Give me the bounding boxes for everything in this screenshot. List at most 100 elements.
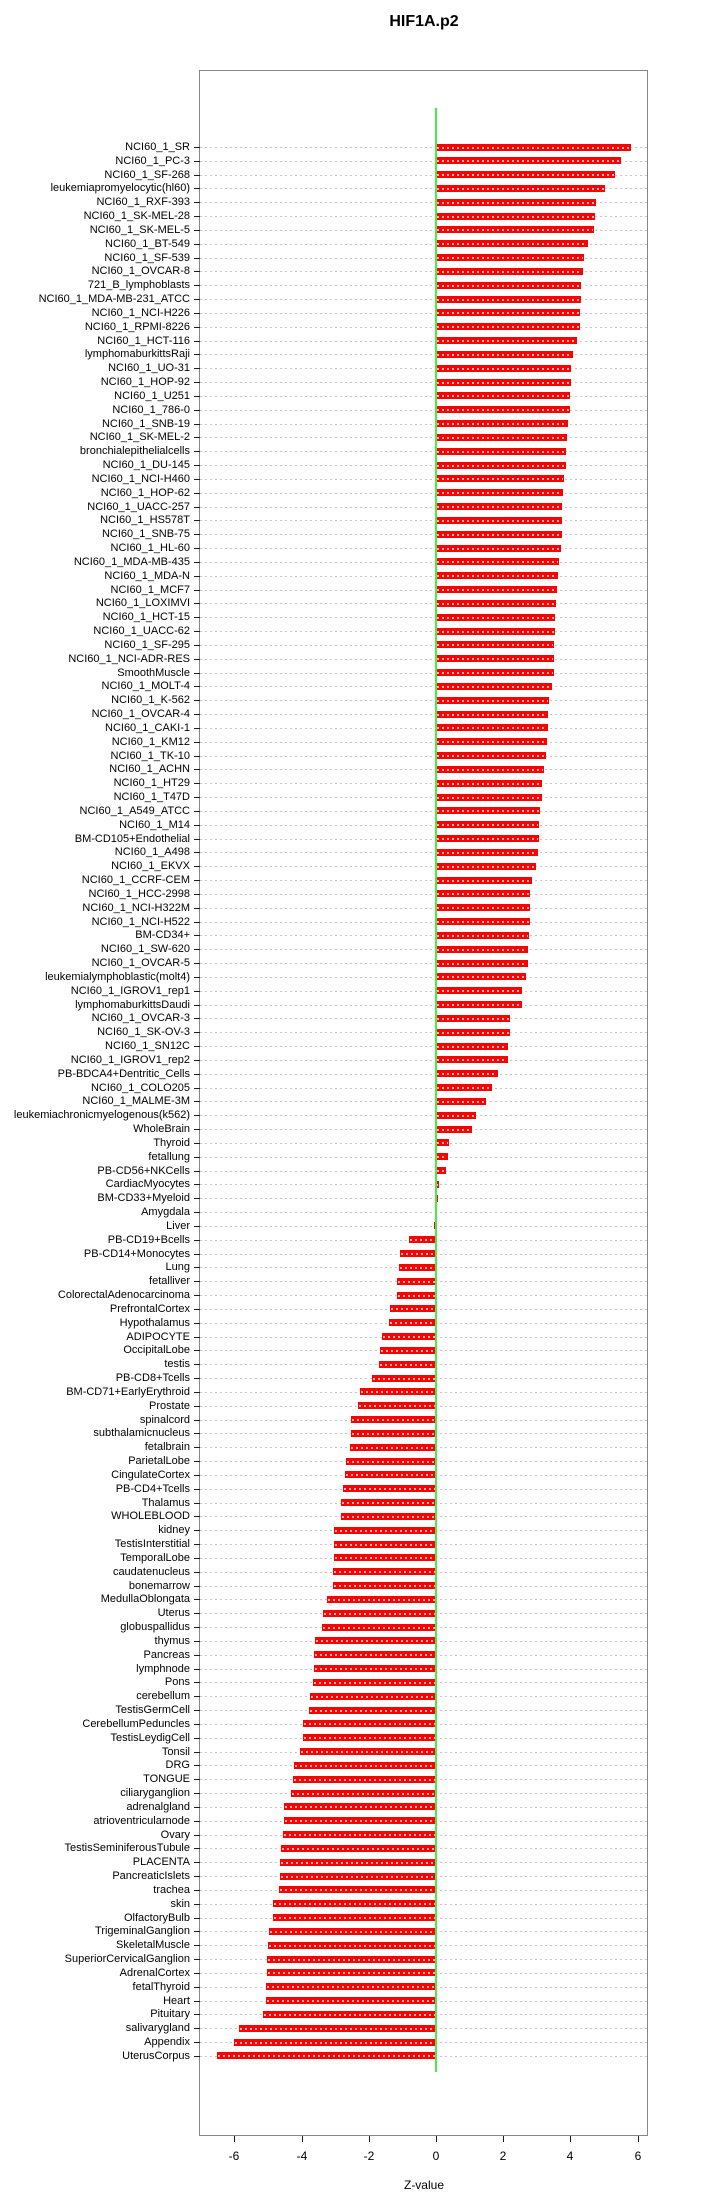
bar xyxy=(436,1029,510,1036)
bar-dash-pattern xyxy=(391,1307,435,1310)
bar xyxy=(436,849,538,856)
y-axis-tick xyxy=(194,1503,200,1504)
y-axis-tick xyxy=(194,977,200,978)
y-axis-label: leukemiachronicmyelogenous(k562) xyxy=(13,1109,190,1121)
gridline xyxy=(200,354,648,355)
bar-dash-pattern xyxy=(437,1017,509,1020)
y-axis-tick xyxy=(194,1005,200,1006)
x-axis-tick xyxy=(302,2136,303,2142)
y-axis-label: NCI60_1_K-562 xyxy=(111,694,190,706)
y-axis-label: OlfactoryBulb xyxy=(123,1912,190,1924)
bar xyxy=(436,462,566,469)
gridline xyxy=(200,811,648,812)
bar xyxy=(436,406,570,413)
y-axis-tick xyxy=(194,327,200,328)
y-axis-label: PB-CD4+Tcells xyxy=(115,1483,190,1495)
y-axis-tick xyxy=(194,258,200,259)
bar-dash-pattern xyxy=(323,1626,435,1629)
y-axis-label: BM-CD71+EarlyErythroid xyxy=(66,1386,190,1398)
y-axis-label: NCI60_1_NCI-H460 xyxy=(91,473,190,485)
bar xyxy=(436,323,580,330)
bar xyxy=(291,1790,436,1797)
bar-dash-pattern xyxy=(352,1432,435,1435)
gridline xyxy=(200,1184,648,1185)
y-axis-tick xyxy=(194,1101,200,1102)
bar xyxy=(436,794,542,801)
gridline xyxy=(200,1157,648,1158)
gridline xyxy=(200,977,648,978)
y-axis-tick xyxy=(194,894,200,895)
y-axis-tick xyxy=(194,1254,200,1255)
bar xyxy=(436,835,539,842)
bar xyxy=(315,1637,436,1644)
y-axis-tick xyxy=(194,1337,200,1338)
bar xyxy=(284,1803,436,1810)
bar xyxy=(360,1388,436,1395)
y-axis-tick xyxy=(194,1295,200,1296)
bar-dash-pattern xyxy=(235,2041,435,2044)
y-axis-label: NCI60_1_MALME-3M xyxy=(82,1095,190,1107)
bar xyxy=(327,1596,436,1603)
gridline xyxy=(200,631,648,632)
gridline xyxy=(200,410,648,411)
bar-dash-pattern xyxy=(437,311,579,314)
bar-dash-pattern xyxy=(437,865,535,868)
plot-box xyxy=(199,70,648,2136)
bar xyxy=(436,365,571,372)
y-axis-label: Tonsil xyxy=(161,1746,190,1758)
bar-dash-pattern xyxy=(383,1335,435,1338)
gridline xyxy=(200,507,648,508)
y-axis-tick xyxy=(194,1876,200,1877)
y-axis-label: NCI60_1_HCT-116 xyxy=(97,335,190,347)
bar xyxy=(436,877,532,884)
bar-dash-pattern xyxy=(437,1031,509,1034)
bar xyxy=(436,683,552,690)
bar-dash-pattern xyxy=(301,1750,435,1753)
bar xyxy=(351,1430,436,1437)
bar-dash-pattern xyxy=(437,1086,491,1089)
y-axis-tick xyxy=(194,1904,200,1905)
y-axis-label: NCI60_1_ACHN xyxy=(109,763,190,775)
bar-dash-pattern xyxy=(281,1861,435,1864)
y-axis-tick xyxy=(194,216,200,217)
y-axis-label: NCI60_1_SK-MEL-2 xyxy=(89,431,190,443)
bar-dash-pattern xyxy=(437,1058,507,1061)
y-axis-label: NCI60_1_NCI-H322M xyxy=(82,902,190,914)
bar-dash-pattern xyxy=(334,1570,435,1573)
gridline xyxy=(200,963,648,964)
bar-dash-pattern xyxy=(437,602,555,605)
bar-dash-pattern xyxy=(294,1778,435,1781)
bar-dash-pattern xyxy=(437,339,576,342)
y-axis-tick xyxy=(194,1060,200,1061)
bar xyxy=(267,1969,436,1976)
bar-dash-pattern xyxy=(315,1667,435,1670)
y-axis-label: NCI60_1_SK-MEL-28 xyxy=(83,210,190,222)
y-axis-tick xyxy=(194,645,200,646)
bar xyxy=(303,1734,436,1741)
bar xyxy=(380,1347,436,1354)
y-axis-label: UterusCorpus xyxy=(122,2050,190,2062)
y-axis-label: TestisGermCell xyxy=(115,1704,190,1716)
y-axis-tick xyxy=(194,1171,200,1172)
y-axis-label: fetalbrain xyxy=(144,1441,190,1453)
bar-dash-pattern xyxy=(437,298,580,301)
chart-title: HIF1A.p2 xyxy=(389,13,459,30)
y-axis-tick xyxy=(194,1655,200,1656)
y-axis-tick xyxy=(194,1143,200,1144)
y-axis-label: WHOLEBLOOD xyxy=(111,1510,190,1522)
gridline xyxy=(200,534,648,535)
y-axis-label: fetalliver xyxy=(149,1275,190,1287)
bar xyxy=(436,614,555,621)
gridline xyxy=(200,1032,648,1033)
y-axis-tick xyxy=(194,520,200,521)
bar-dash-pattern xyxy=(351,1446,435,1449)
y-axis-tick xyxy=(194,686,200,687)
y-axis-tick xyxy=(194,1364,200,1365)
bar-dash-pattern xyxy=(437,892,529,895)
y-axis-tick xyxy=(194,852,200,853)
bar-dash-pattern xyxy=(401,1252,435,1255)
bar-dash-pattern xyxy=(352,1418,435,1421)
bar xyxy=(436,351,573,358)
bar-dash-pattern xyxy=(437,464,565,467)
